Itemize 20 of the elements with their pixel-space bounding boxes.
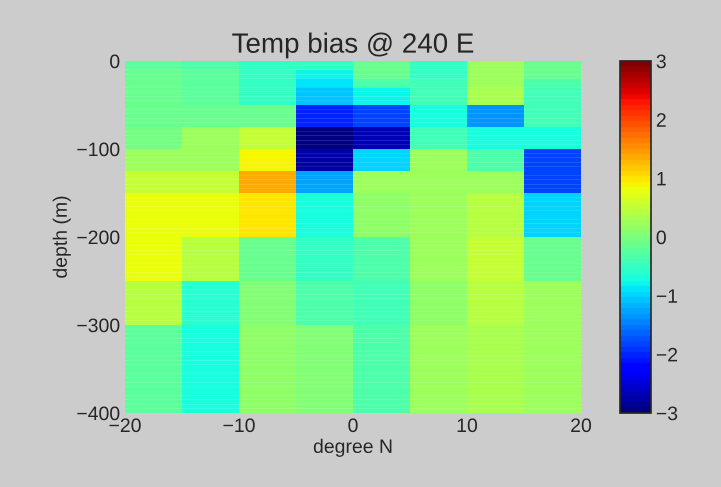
color-bar-label: −1 bbox=[656, 289, 678, 303]
color-bar-label: −2 bbox=[656, 348, 678, 362]
y-tick-label: 0 bbox=[110, 54, 120, 68]
y-tick-label: −200 bbox=[77, 230, 120, 244]
x-tick-label: −20 bbox=[109, 418, 141, 432]
color-bar-label: 2 bbox=[656, 113, 666, 127]
y-tick-label: −400 bbox=[77, 406, 120, 420]
x-tick-label: 0 bbox=[348, 418, 358, 432]
chart-title: Temp bias @ 240 E bbox=[232, 32, 474, 58]
color-bar-label: 0 bbox=[656, 230, 666, 244]
x-tick-label: 20 bbox=[571, 418, 592, 432]
y-tick-label: −100 bbox=[77, 142, 120, 156]
x-tick-label: −10 bbox=[223, 418, 255, 432]
color-bar-label: 3 bbox=[656, 54, 666, 68]
color-bar-label: −3 bbox=[656, 406, 678, 420]
x-axis-title: degree N bbox=[314, 438, 392, 457]
y-axis-title: depth (m) bbox=[52, 196, 71, 278]
y-tick-label: −300 bbox=[77, 318, 120, 332]
x-tick-label: 10 bbox=[458, 418, 478, 432]
color-bar-label: 1 bbox=[657, 172, 666, 186]
